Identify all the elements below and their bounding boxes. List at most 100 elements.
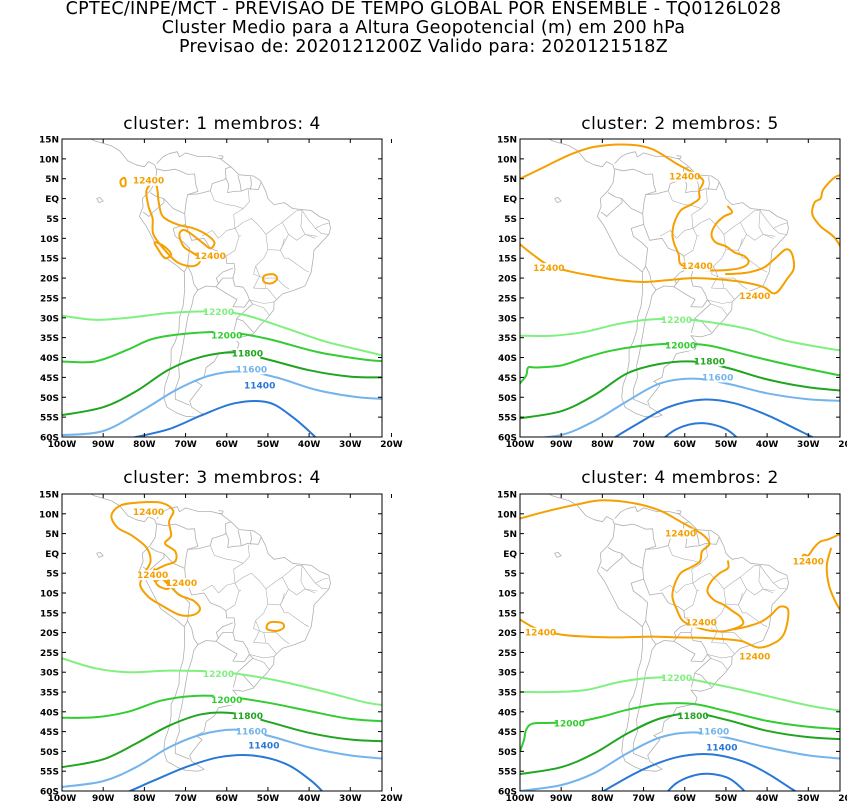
contour-label: 12400	[133, 508, 164, 518]
lat-label: 30S	[498, 314, 517, 324]
contour-12400	[811, 174, 840, 248]
lat-label: 20S	[498, 629, 517, 639]
contour-label-bg	[708, 742, 735, 753]
country-border	[156, 168, 199, 214]
panel-2-title: cluster: 2 membros: 5	[581, 114, 779, 134]
lat-label: 45S	[498, 374, 517, 384]
contour-11800	[62, 711, 382, 769]
contour-label: 12400	[686, 619, 717, 629]
coastline	[218, 510, 224, 514]
state-border	[668, 190, 702, 209]
contour-11400	[127, 754, 324, 791]
country-border	[174, 620, 199, 760]
header-line-2: Cluster Medio para a Altura Geopotencial…	[161, 18, 686, 38]
contour-label-bg	[250, 740, 277, 751]
state-border	[700, 189, 708, 209]
lon-label: 80W	[133, 440, 156, 450]
lon-label: 100W	[506, 440, 535, 450]
state-border	[249, 299, 275, 304]
contour-11400	[601, 753, 797, 791]
lat-label: 50S	[40, 748, 59, 758]
lon-label: 50W	[715, 440, 738, 450]
panel-3-title: cluster: 3 membros: 4	[123, 468, 321, 488]
country-border	[225, 166, 232, 178]
lon-label: 40W	[298, 794, 321, 803]
coastline	[554, 196, 562, 204]
country-border	[632, 265, 657, 406]
country-border	[695, 529, 700, 546]
state-border	[740, 210, 776, 237]
country-border	[197, 632, 250, 662]
contour-12000	[62, 330, 382, 364]
lat-label: EQ	[503, 195, 517, 205]
contour-11800	[62, 351, 382, 417]
country-border	[614, 168, 657, 214]
lat-label: 55S	[40, 768, 59, 778]
lat-label: 40S	[40, 708, 59, 718]
lat-label: 55S	[498, 768, 517, 778]
country-border	[690, 672, 695, 688]
contour-label-bg	[205, 306, 232, 317]
country-border	[225, 521, 232, 533]
lat-label: 35S	[498, 689, 517, 699]
lon-label: 90W	[550, 794, 573, 803]
contour-label: 12400	[133, 177, 164, 187]
lat-label: 45S	[40, 374, 59, 384]
contour-label-bg	[139, 570, 166, 581]
contour-label-bg	[238, 364, 265, 375]
lat-label: 25S	[498, 294, 517, 304]
contour-label: 12400	[137, 571, 168, 581]
country-border	[163, 198, 191, 273]
contour-label-bg	[679, 710, 706, 721]
lat-label: 45S	[498, 728, 517, 738]
contour-label-bg	[667, 528, 694, 539]
contour-12400	[261, 273, 279, 285]
state-border	[707, 654, 733, 659]
contour-label: 11800	[232, 350, 263, 360]
state-border	[710, 303, 728, 316]
lon-label: 60W	[674, 440, 697, 450]
lat-label: 15N	[39, 136, 59, 146]
lon-label: 100W	[506, 794, 535, 803]
coastline	[625, 475, 649, 483]
contour-label: 12400	[166, 579, 197, 589]
coastline	[218, 155, 224, 159]
lon-label: 30W	[797, 440, 820, 450]
lat-label: 40S	[498, 708, 517, 718]
lon-label: 90W	[92, 794, 115, 803]
lat-label: 10S	[40, 590, 59, 600]
state-border	[315, 228, 329, 235]
lat-label: 25S	[40, 649, 59, 659]
lat-label: 20S	[498, 275, 517, 285]
country-border	[215, 622, 234, 639]
state-border	[683, 590, 698, 612]
contour-label: 12400	[533, 264, 564, 274]
lat-label: 5S	[46, 215, 59, 225]
contour-label: 11400	[248, 741, 279, 751]
state-border	[691, 208, 702, 229]
lat-label: 5S	[504, 570, 517, 580]
contour-label-bg	[135, 175, 162, 186]
lat-label: 35S	[40, 689, 59, 699]
state-border	[253, 603, 269, 643]
state-border	[282, 564, 318, 592]
contour-label: 12400	[739, 292, 770, 302]
country-border	[249, 176, 252, 190]
country-border	[197, 277, 250, 308]
state-border	[252, 303, 270, 316]
lat-label: 40S	[40, 354, 59, 364]
lat-label: 15N	[497, 136, 517, 146]
contour-label: 12000	[554, 720, 585, 730]
lat-label: 5N	[503, 530, 517, 540]
state-border	[253, 249, 269, 289]
lat-label: 5S	[46, 570, 59, 580]
contour-11800	[520, 712, 840, 775]
state-border	[740, 564, 776, 592]
contour-label: 12200	[661, 674, 692, 684]
state-border	[742, 257, 768, 273]
lat-label: 15S	[498, 255, 517, 265]
contour-label: 12000	[665, 342, 696, 352]
coastline	[529, 437, 571, 481]
contour-label-bg	[135, 506, 162, 517]
